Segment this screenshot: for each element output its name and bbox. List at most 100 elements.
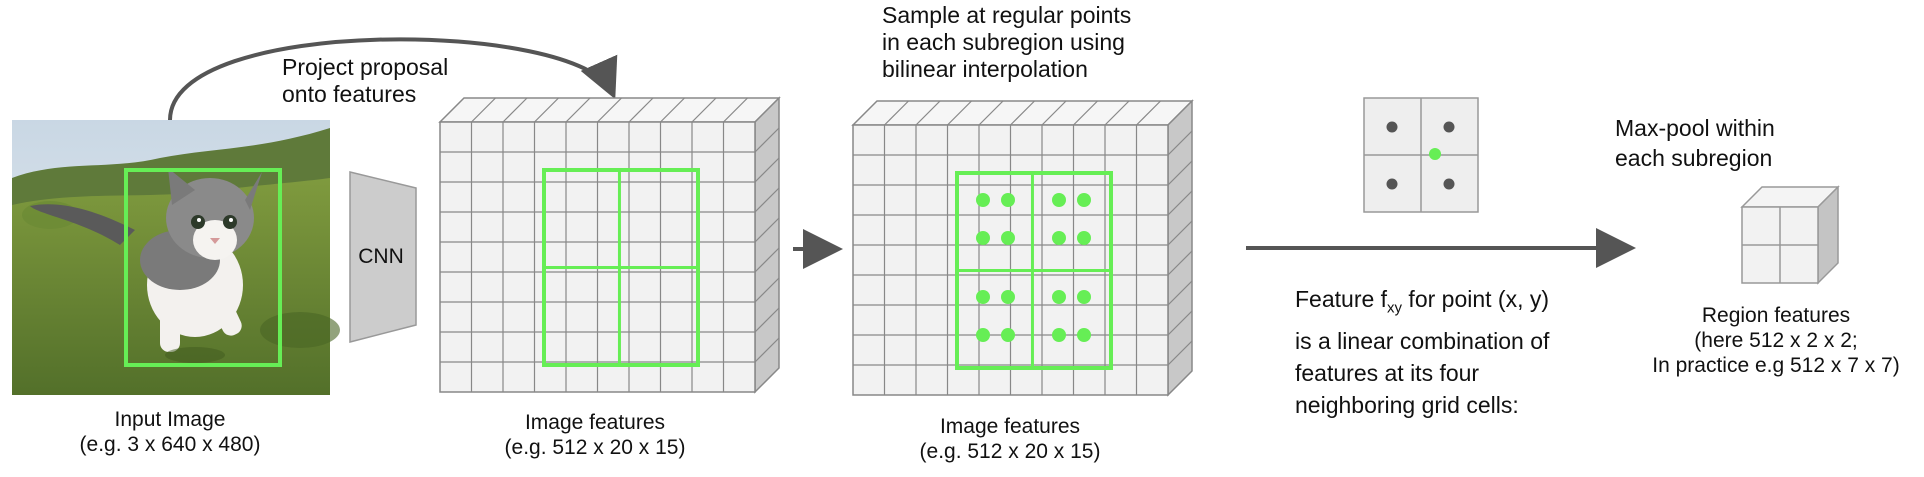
sample-point [1001,328,1015,342]
features2-caption-line1: Image features [939,415,1081,438]
grid-line [754,337,780,363]
input-image-caption-line2: (e.g. 3 x 640 x 480) [79,433,261,456]
sample-label: Sample at regular points in each subregi… [882,2,1131,83]
grid-line [565,97,591,123]
grid-line [754,307,780,333]
bilinear-line1-subscript: xy [1387,299,1403,317]
neighbor-point [1443,178,1455,190]
grid-line [1167,190,1193,216]
grid-line [723,97,748,123]
maxpool-label-line2: each subregion [1615,145,1773,171]
maxpool-label: Max-pool within each subregion [1615,113,1775,173]
grid-line [1104,100,1130,126]
grid-line [471,97,496,123]
grid-line [978,100,1004,126]
bilinear-description-line3: features at its four [1295,359,1480,386]
region-caption-line3: In practice e.g 512 x 7 x 7) [1652,354,1900,377]
grid-line [754,157,780,183]
bilinear-description-line2: is a linear combination of [1295,327,1550,354]
grid-line [754,217,780,243]
project-arrow [168,37,618,121]
sample-label-line2: in each subregion using [882,29,1125,55]
roi-on-features-2 [955,171,1113,370]
sample-point [1001,193,1015,207]
bilinear-line1-prefix: Feature f [1295,286,1388,312]
grid-line [691,97,717,123]
grid-line [754,127,780,153]
grid-line [1167,340,1193,366]
grid-line [947,100,972,126]
grid-line [660,97,685,123]
grid-line [1136,100,1161,126]
cnn-block [349,171,417,343]
proposal-box [124,168,282,367]
grid-line [915,100,941,126]
input-image-caption-line1: Input Image [114,408,226,431]
sample-point [1077,328,1091,342]
image-features-grid-1 [438,96,781,394]
grid-line [1167,220,1193,246]
sample-points [976,193,1091,342]
sample-label-line1: Sample at regular points [882,2,1132,28]
maxpool-label-line1: Max-pool within [1615,115,1775,141]
grid-line [1167,280,1193,306]
features1-caption: Image features (e.g. 512 x 20 x 15) [465,410,725,460]
features2-caption: Image features (e.g. 512 x 20 x 15) [880,414,1140,464]
input-image-photo [12,120,340,395]
project-label-line1: Project proposal [282,54,449,80]
region-caption-line2: (here 512 x 2 x 2; [1694,329,1858,352]
bilinear-description: Feature fxy for point (x, y) is a linear… [1295,283,1549,421]
grid-line [884,100,909,126]
roi-on-features-1 [542,168,700,367]
grid-line [534,97,559,123]
project-label: Project proposal onto features [282,54,448,108]
grid-line [1167,160,1193,186]
neighbor-point [1386,178,1398,190]
grid-line [502,97,528,123]
grid-line [1073,100,1098,126]
sample-point [976,290,990,304]
grid-line [597,97,622,123]
grid-line [754,277,780,303]
sample-point [1052,328,1066,342]
sample-point [1052,193,1066,207]
grid-line [1167,310,1193,336]
sample-point [976,231,990,245]
sample-point [1001,290,1015,304]
sample-point [976,328,990,342]
grid-side-face [754,96,780,394]
neighbor-point [1443,121,1455,133]
grid-line [754,247,780,273]
sample-point [1001,231,1015,245]
grid-line [1167,130,1193,156]
grid-line [754,187,780,213]
neighbor-point [1386,121,1398,133]
region-caption-line1: Region features [1701,304,1851,327]
features1-caption-line2: (e.g. 512 x 20 x 15) [504,436,686,459]
sample-point [976,193,990,207]
bilinear-description-line4: neighboring grid cells: [1295,391,1519,418]
grid-side-face [1167,99,1193,397]
cnn-label: CNN [358,245,404,268]
sample-point [1077,290,1091,304]
bilinear-cell-illustration [1363,97,1479,213]
project-label-line2: onto features [282,81,417,107]
grid-line [628,97,654,123]
features1-caption-line1: Image features [524,411,666,434]
sample-point [1052,290,1066,304]
features2-caption-line2: (e.g. 512 x 20 x 15) [919,440,1101,463]
sample-point [1052,231,1066,245]
grid-line [1167,250,1193,276]
bilinear-line1-suffix: for point (x, y) [1402,286,1550,312]
grid-line [1041,100,1067,126]
sample-point [1077,231,1091,245]
bilinear-description-line1: Feature fxy for point (x, y) [1295,283,1549,325]
region-features-cube [1740,185,1840,285]
input-image-caption: Input Image (e.g. 3 x 640 x 480) [55,407,285,457]
grid-line [1010,100,1035,126]
image-features-grid-2 [851,99,1194,397]
region-features-caption: Region features (here 512 x 2 x 2; In pr… [1636,303,1916,378]
sample-point [1077,193,1091,207]
